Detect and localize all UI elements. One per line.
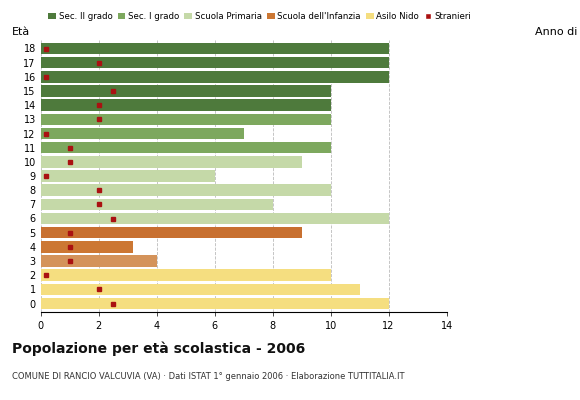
Legend: Sec. II grado, Sec. I grado, Scuola Primaria, Scuola dell'Infanzia, Asilo Nido, : Sec. II grado, Sec. I grado, Scuola Prim… <box>45 9 474 25</box>
Bar <box>41 114 331 125</box>
Bar <box>41 128 244 139</box>
Bar <box>41 298 389 309</box>
Bar <box>41 241 133 253</box>
Text: Popolazione per età scolastica - 2006: Popolazione per età scolastica - 2006 <box>12 342 305 356</box>
Bar <box>41 198 273 210</box>
Text: Età: Età <box>12 27 30 37</box>
Text: Anno di nascita: Anno di nascita <box>535 27 580 37</box>
Bar <box>41 71 389 83</box>
Bar <box>41 57 389 68</box>
Bar <box>41 170 215 182</box>
Bar <box>41 142 331 154</box>
Bar <box>41 255 157 267</box>
Bar <box>41 227 302 238</box>
Bar <box>41 184 331 196</box>
Bar <box>41 213 389 224</box>
Bar <box>41 99 331 111</box>
Bar <box>41 156 302 168</box>
Bar <box>41 43 389 54</box>
Text: COMUNE DI RANCIO VALCUVIA (VA) · Dati ISTAT 1° gennaio 2006 · Elaborazione TUTTI: COMUNE DI RANCIO VALCUVIA (VA) · Dati IS… <box>12 372 404 381</box>
Bar <box>41 269 331 281</box>
Bar <box>41 284 360 295</box>
Bar <box>41 85 331 97</box>
